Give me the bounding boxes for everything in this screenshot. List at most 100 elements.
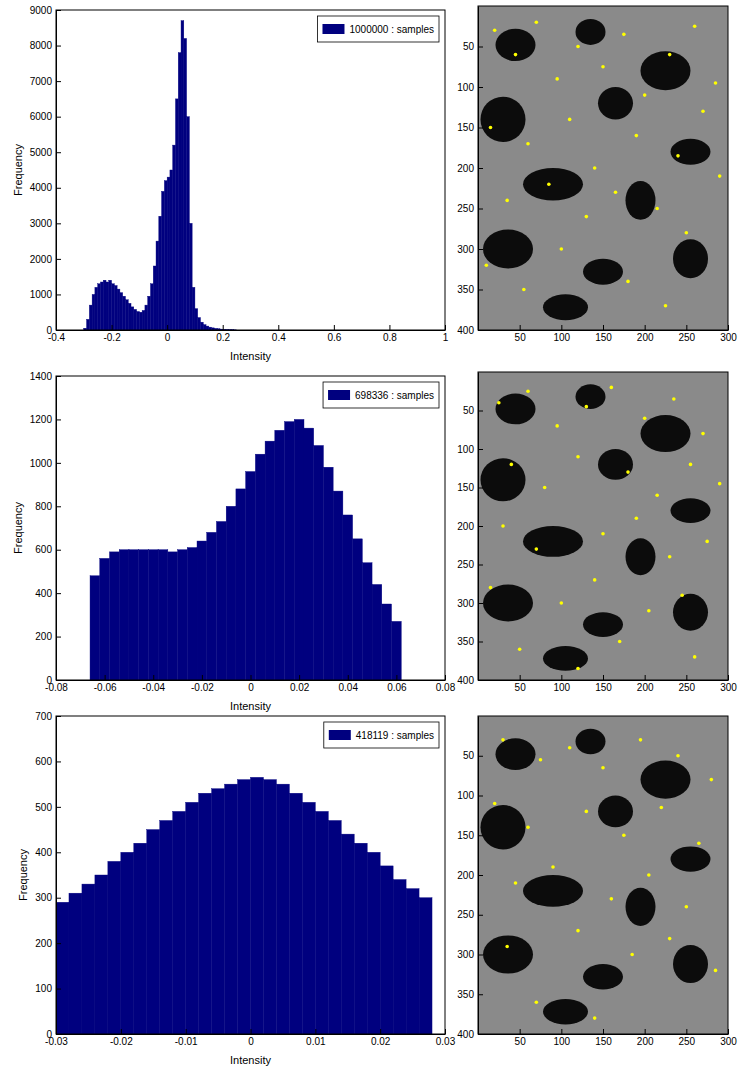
- bar: [100, 282, 103, 330]
- tick-mark: [389, 325, 390, 330]
- point: [576, 455, 580, 459]
- plot-frame: [56, 10, 445, 330]
- tick: 0: [46, 675, 61, 686]
- bar: [173, 145, 176, 330]
- tick: 1: [443, 325, 449, 343]
- tick: 350: [457, 284, 483, 295]
- bar: [134, 843, 147, 1034]
- point: [543, 486, 547, 490]
- plot-frame: [478, 6, 728, 330]
- tick-mark: [315, 1029, 316, 1034]
- point: [647, 873, 651, 877]
- bar: [203, 325, 206, 330]
- point: [714, 969, 718, 973]
- image-pore: [598, 449, 633, 480]
- panel: -0.4-0.200.20.40.60.81010002000300040005…: [12, 5, 449, 362]
- bar: [246, 472, 256, 680]
- legend: 698336 : samples: [323, 382, 439, 408]
- tick: 250: [678, 675, 695, 693]
- tick-mark: [56, 294, 61, 295]
- bar: [131, 307, 134, 330]
- image-pore: [583, 612, 623, 637]
- bar: [100, 558, 110, 680]
- plot-area: [56, 777, 432, 1034]
- axis: 50100150200250300: [479, 325, 738, 343]
- tick-label: 500: [35, 802, 52, 813]
- bar: [181, 21, 184, 330]
- plot-frame: [478, 372, 728, 680]
- tick-label: 150: [595, 1036, 612, 1047]
- tick-mark: [380, 1029, 381, 1034]
- point: [701, 110, 705, 114]
- tick-label: 50: [515, 332, 527, 343]
- axis: -0.4-0.200.20.40.60.81: [48, 325, 449, 343]
- bar: [178, 550, 188, 680]
- tick-mark: [478, 290, 483, 291]
- tick-label: 0.02: [371, 1036, 391, 1047]
- point: [718, 482, 722, 486]
- bar: [162, 191, 165, 330]
- point: [672, 397, 676, 401]
- point: [526, 826, 530, 830]
- point: [593, 1016, 597, 1020]
- tick: 0.02: [290, 675, 310, 693]
- image-pore: [583, 964, 623, 989]
- tick-label: 100: [35, 983, 52, 994]
- bar: [419, 898, 432, 1034]
- point: [497, 401, 501, 405]
- tick: 600: [35, 544, 61, 555]
- tick-label: 250: [678, 332, 695, 343]
- axis: 50100150200250300: [479, 1029, 738, 1047]
- tick: 800: [35, 501, 61, 512]
- tick-label: 400: [35, 847, 52, 858]
- point: [555, 424, 559, 428]
- bar: [255, 454, 265, 680]
- image-pore: [496, 738, 536, 770]
- bar: [112, 284, 115, 330]
- axis-line: [479, 330, 729, 331]
- plot-frame: [56, 376, 445, 680]
- point: [576, 929, 580, 933]
- image-pore: [583, 259, 623, 285]
- image-pore: [673, 945, 708, 983]
- tick-label: 200: [35, 938, 52, 949]
- axis-line: [479, 1034, 729, 1035]
- image-background: [478, 372, 728, 680]
- bar: [160, 820, 173, 1034]
- point: [630, 953, 634, 957]
- tick-label: 250: [678, 1036, 695, 1047]
- bar: [170, 170, 173, 330]
- image-background: [478, 716, 728, 1034]
- tick-label: 250: [457, 559, 474, 570]
- point: [643, 93, 647, 97]
- bar: [263, 780, 276, 1034]
- tick-label: 0.03: [436, 1036, 456, 1047]
- tick-mark: [56, 506, 61, 507]
- image-pore: [496, 394, 536, 425]
- bar: [137, 312, 140, 330]
- point: [668, 937, 672, 941]
- tick-mark: [478, 565, 483, 566]
- bar: [164, 181, 167, 330]
- tick-mark: [478, 411, 483, 412]
- tick-label: 0: [248, 1036, 254, 1047]
- bar: [87, 319, 90, 330]
- axis-line: [479, 680, 729, 681]
- bar: [134, 309, 137, 330]
- image-pore: [673, 594, 708, 631]
- bar: [304, 428, 314, 680]
- panel: -0.03-0.02-0.0100.010.020.03010020030040…: [17, 711, 455, 1066]
- point: [522, 288, 526, 292]
- tick-mark: [334, 325, 335, 330]
- point: [693, 24, 697, 28]
- tick: 300: [457, 598, 483, 609]
- point: [655, 207, 659, 211]
- point: [622, 833, 626, 837]
- point: [610, 897, 614, 901]
- point: [526, 142, 530, 146]
- legend-swatch: [322, 24, 344, 34]
- image-pore: [523, 526, 583, 557]
- point: [535, 547, 539, 551]
- tick-label: 9000: [30, 5, 53, 16]
- tick-mark: [251, 675, 252, 680]
